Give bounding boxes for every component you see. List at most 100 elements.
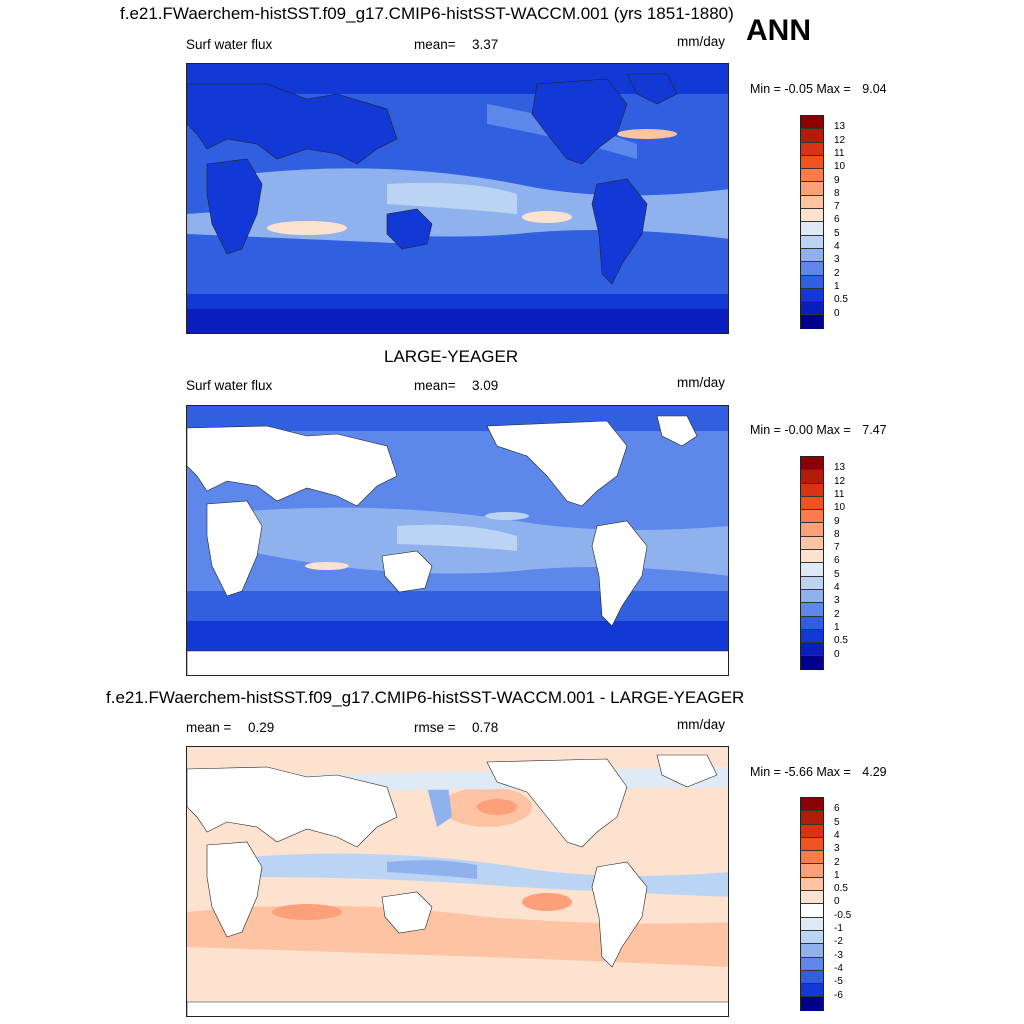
colorbar-tick-label: 6 xyxy=(834,803,840,815)
colorbar-tick-label: -1 xyxy=(834,923,843,934)
panel3-minmax: Min = -5.66 Max = 4.29 xyxy=(750,765,887,779)
panel3-colorbar xyxy=(800,797,824,1011)
colorbar-tick-label: 2 xyxy=(834,608,840,620)
panel2-mean-value: 3.09 xyxy=(472,378,499,393)
panel3-min-label: Min = xyxy=(750,765,781,779)
panel3-colorbar-swatch xyxy=(801,877,823,892)
panel2-title: LARGE-YEAGER xyxy=(384,347,519,366)
panel2-colorbar-swatch xyxy=(801,589,823,604)
panel1-max-label: Max = xyxy=(816,82,851,96)
panel3-colorbar-swatch xyxy=(801,957,823,971)
panel1-colorbar-swatch xyxy=(801,155,823,170)
panel2-map xyxy=(186,405,729,676)
panel2-colorbar-swatch xyxy=(801,523,823,537)
panel2-colorbar-swatch xyxy=(801,563,823,577)
colorbar-tick-label: 1 xyxy=(834,869,840,881)
colorbar-tick-label: -0.5 xyxy=(834,909,852,921)
panel1-colorbar-swatch xyxy=(801,288,823,303)
panel2-colorbar-swatch xyxy=(801,576,823,590)
panel3-colorbar-swatch xyxy=(801,970,823,985)
colorbar-tick-label: 10 xyxy=(834,502,846,514)
panel1-colorbar-swatch xyxy=(801,169,823,183)
panel3-colorbar-swatch xyxy=(801,837,823,852)
panel1-colorbar-swatch xyxy=(801,248,823,263)
colorbar-tick-label: 1 xyxy=(834,280,840,292)
colorbar-tick-label: 11 xyxy=(834,147,845,159)
colorbar-tick-label: 7 xyxy=(834,201,840,213)
colorbar-tick-label: 7 xyxy=(834,542,840,554)
panel2-min-value: -0.00 xyxy=(784,423,813,437)
colorbar-tick-label: 6 xyxy=(834,214,840,226)
colorbar-tick-label: 0.5 xyxy=(834,294,848,306)
panel2-min-label: Min = xyxy=(750,423,781,437)
panel3-colorbar-swatch xyxy=(801,997,823,1011)
colorbar-tick-label: 0.5 xyxy=(834,883,848,895)
panel1-map xyxy=(186,63,729,334)
colorbar-tick-label: -2 xyxy=(834,936,843,948)
panel1-colorbar-swatch xyxy=(801,129,823,143)
panel2-colorbar-swatch xyxy=(801,603,823,617)
colorbar-tick-label: 0 xyxy=(834,307,840,319)
panel3-colorbar-swatch xyxy=(801,984,823,998)
panel1-title: f.e21.FWaerchem-histSST.f09_g17.CMIP6-hi… xyxy=(120,4,734,23)
panel2-colorbar-swatch xyxy=(801,496,823,511)
panel3-colorbar-swatch xyxy=(801,798,823,812)
panel3-colorbar-swatch xyxy=(801,864,823,878)
panel3-max-value: 4.29 xyxy=(862,765,887,779)
panel1-colorbar-swatch xyxy=(801,302,823,316)
colorbar-tick-label: 3 xyxy=(834,595,840,607)
panel3-colorbar-swatch xyxy=(801,891,823,905)
panel3-rmse-label: rmse = xyxy=(414,720,456,735)
panel3-rmse-value: 0.78 xyxy=(472,720,499,735)
panel3-colorbar-swatch xyxy=(801,824,823,838)
panel1-units: mm/day xyxy=(677,34,726,49)
panel1-max-value: 9.04 xyxy=(862,82,887,96)
colorbar-tick-label: 8 xyxy=(834,187,840,199)
colorbar-tick-label: 5 xyxy=(834,568,840,580)
colorbar-tick-label: 0.5 xyxy=(834,635,848,647)
panel1-colorbar-swatch xyxy=(801,262,823,276)
colorbar-tick-label: 12 xyxy=(834,134,846,146)
panel2-map-svg xyxy=(187,406,728,675)
panel2-minmax: Min = -0.00 Max = 7.47 xyxy=(750,423,887,437)
colorbar-tick-label: 8 xyxy=(834,528,840,540)
panel3-mean-label: mean = xyxy=(186,720,232,735)
colorbar-tick-label: 1 xyxy=(834,621,840,633)
panel1-min-value: -0.05 xyxy=(784,82,813,96)
panel3-colorbar-swatch xyxy=(801,930,823,945)
panel1-colorbar-swatch xyxy=(801,222,823,236)
colorbar-tick-label: 9 xyxy=(834,515,840,527)
colorbar-tick-label: 6 xyxy=(834,555,840,567)
colorbar-tick-label: 11 xyxy=(834,488,845,500)
panel1-colorbar-swatch xyxy=(801,116,823,130)
panel1-colorbar-swatch xyxy=(801,195,823,210)
panel3-units: mm/day xyxy=(677,717,726,732)
colorbar-tick-label: 4 xyxy=(834,582,840,593)
colorbar-tick-label: 9 xyxy=(834,174,840,186)
colorbar-tick-label: 0 xyxy=(834,896,840,908)
panel1-colorbar-swatch xyxy=(801,275,823,289)
panel1-colorbar xyxy=(800,115,824,329)
colorbar-tick-label: 3 xyxy=(834,843,840,855)
panel3-colorbar-swatch xyxy=(801,811,823,825)
colorbar-tick-label: 12 xyxy=(834,475,846,487)
panel2-colorbar-swatch xyxy=(801,457,823,471)
panel3-min-value: -5.66 xyxy=(784,765,813,779)
panel1-colorbar-swatch xyxy=(801,209,823,223)
panel2-colorbar-swatch xyxy=(801,550,823,564)
colorbar-tick-label: 0 xyxy=(834,648,840,660)
panel3-colorbar-swatch xyxy=(801,904,823,918)
panel3-colorbar-swatch xyxy=(801,851,823,865)
panel3-mean-value: 0.29 xyxy=(248,720,275,735)
panel2-max-value: 7.47 xyxy=(862,423,887,437)
panel2-colorbar-swatch xyxy=(801,629,823,644)
panel2-variable-label: Surf water flux xyxy=(186,378,273,393)
colorbar-tick-label: 5 xyxy=(834,816,840,828)
panel2-mean-label: mean= xyxy=(414,378,456,393)
panel3-max-label: Max = xyxy=(816,765,851,779)
panel2-colorbar-swatch xyxy=(801,536,823,551)
panel3-title: f.e21.FWaerchem-histSST.f09_g17.CMIP6-hi… xyxy=(106,688,745,707)
colorbar-tick-label: 13 xyxy=(834,462,846,474)
panel3-colorbar-swatch xyxy=(801,944,823,958)
panel1-minmax: Min = -0.05 Max = 9.04 xyxy=(750,82,887,96)
